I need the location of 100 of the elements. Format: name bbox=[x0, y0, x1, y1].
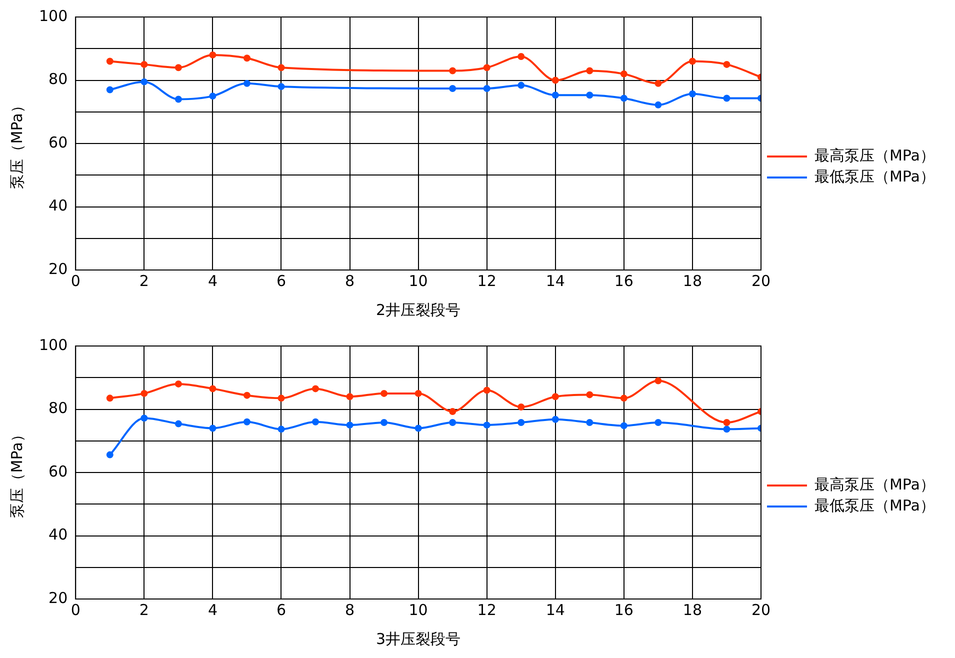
x-tick-label: 8 bbox=[345, 272, 355, 290]
point bbox=[620, 422, 628, 430]
point bbox=[723, 60, 730, 68]
legend-label: 最低泵压（MPa） bbox=[814, 167, 936, 186]
point bbox=[518, 419, 525, 426]
point bbox=[243, 80, 250, 87]
point bbox=[278, 394, 285, 402]
x-tick-label: 12 bbox=[477, 272, 496, 290]
point bbox=[346, 422, 354, 429]
point bbox=[620, 394, 628, 402]
point bbox=[483, 386, 490, 394]
point bbox=[174, 420, 182, 428]
point bbox=[654, 377, 662, 384]
x-tick-label: 20 bbox=[751, 600, 771, 619]
point bbox=[209, 385, 216, 392]
point bbox=[518, 404, 525, 411]
x-tick-label: 0 bbox=[70, 272, 80, 290]
point bbox=[312, 385, 320, 392]
x-tick-label: 8 bbox=[345, 600, 355, 619]
point bbox=[449, 84, 456, 92]
point bbox=[723, 419, 730, 426]
point bbox=[449, 408, 456, 415]
point bbox=[552, 92, 559, 99]
point bbox=[586, 419, 594, 426]
point bbox=[518, 53, 525, 60]
y-tick-label: 20 bbox=[48, 588, 68, 607]
y-tick-label: 60 bbox=[48, 133, 68, 152]
y-tick-label: 20 bbox=[48, 260, 68, 278]
point bbox=[106, 58, 114, 65]
x-tick-label: 20 bbox=[751, 272, 771, 290]
point bbox=[209, 424, 216, 432]
point bbox=[243, 392, 250, 399]
y-tick-label: 100 bbox=[38, 6, 68, 25]
point bbox=[654, 80, 662, 87]
point bbox=[278, 83, 285, 90]
point bbox=[552, 393, 559, 400]
x-tick-label: 2 bbox=[139, 272, 149, 290]
point bbox=[380, 390, 388, 397]
x-tick-label: 2 bbox=[139, 600, 149, 619]
point bbox=[174, 96, 182, 103]
legend-label: 最高泵压（MPa） bbox=[814, 475, 936, 494]
point bbox=[586, 391, 594, 398]
y-tick-label: 40 bbox=[48, 526, 68, 544]
point bbox=[106, 451, 114, 458]
point bbox=[278, 64, 285, 72]
point bbox=[620, 94, 628, 102]
y-tick-label: 60 bbox=[48, 462, 68, 480]
point bbox=[723, 426, 730, 433]
point bbox=[552, 76, 559, 84]
point bbox=[140, 414, 148, 422]
point bbox=[688, 90, 696, 98]
x-tick-label: 10 bbox=[408, 600, 428, 619]
x-tick-label: 4 bbox=[208, 600, 218, 619]
y-tick-label: 40 bbox=[48, 196, 68, 215]
point bbox=[449, 67, 456, 74]
point bbox=[688, 58, 696, 65]
point bbox=[483, 422, 490, 429]
x-axis-title: 3井压裂段号 bbox=[376, 630, 461, 648]
x-tick-label: 16 bbox=[614, 272, 634, 290]
x-tick-label: 6 bbox=[276, 600, 286, 619]
x-tick-label: 0 bbox=[70, 600, 80, 619]
point bbox=[278, 426, 285, 433]
point bbox=[723, 94, 730, 102]
point bbox=[140, 390, 148, 397]
y-tick-label: 100 bbox=[38, 336, 68, 354]
point bbox=[449, 419, 456, 426]
y-axis-title: 泵压（MPa） bbox=[8, 427, 26, 518]
x-tick-label: 18 bbox=[682, 272, 702, 290]
point bbox=[380, 419, 388, 426]
point bbox=[654, 419, 662, 426]
x-tick-label: 14 bbox=[546, 600, 565, 619]
point bbox=[209, 92, 216, 100]
point bbox=[243, 54, 250, 62]
x-tick-label: 6 bbox=[276, 272, 286, 290]
point bbox=[483, 64, 490, 72]
legend-label: 最高泵压（MPa） bbox=[814, 146, 936, 164]
point bbox=[620, 70, 628, 78]
point bbox=[174, 380, 182, 388]
point bbox=[346, 393, 354, 400]
point bbox=[140, 60, 148, 68]
point bbox=[106, 394, 114, 402]
point bbox=[140, 78, 148, 86]
point bbox=[586, 67, 594, 74]
x-tick-label: 18 bbox=[682, 600, 702, 619]
point bbox=[243, 418, 250, 426]
y-tick-label: 80 bbox=[48, 399, 68, 418]
point bbox=[518, 82, 525, 89]
point bbox=[552, 416, 559, 423]
x-tick-label: 4 bbox=[208, 272, 218, 290]
y-axis-title: 泵压（MPa） bbox=[8, 98, 26, 189]
point bbox=[654, 101, 662, 108]
point bbox=[483, 84, 490, 92]
point bbox=[106, 86, 114, 94]
point bbox=[414, 390, 422, 397]
point bbox=[414, 424, 422, 432]
point bbox=[174, 64, 182, 72]
point bbox=[586, 92, 594, 99]
x-tick-label: 14 bbox=[546, 272, 565, 290]
point bbox=[312, 418, 320, 426]
y-tick-label: 80 bbox=[48, 70, 68, 88]
